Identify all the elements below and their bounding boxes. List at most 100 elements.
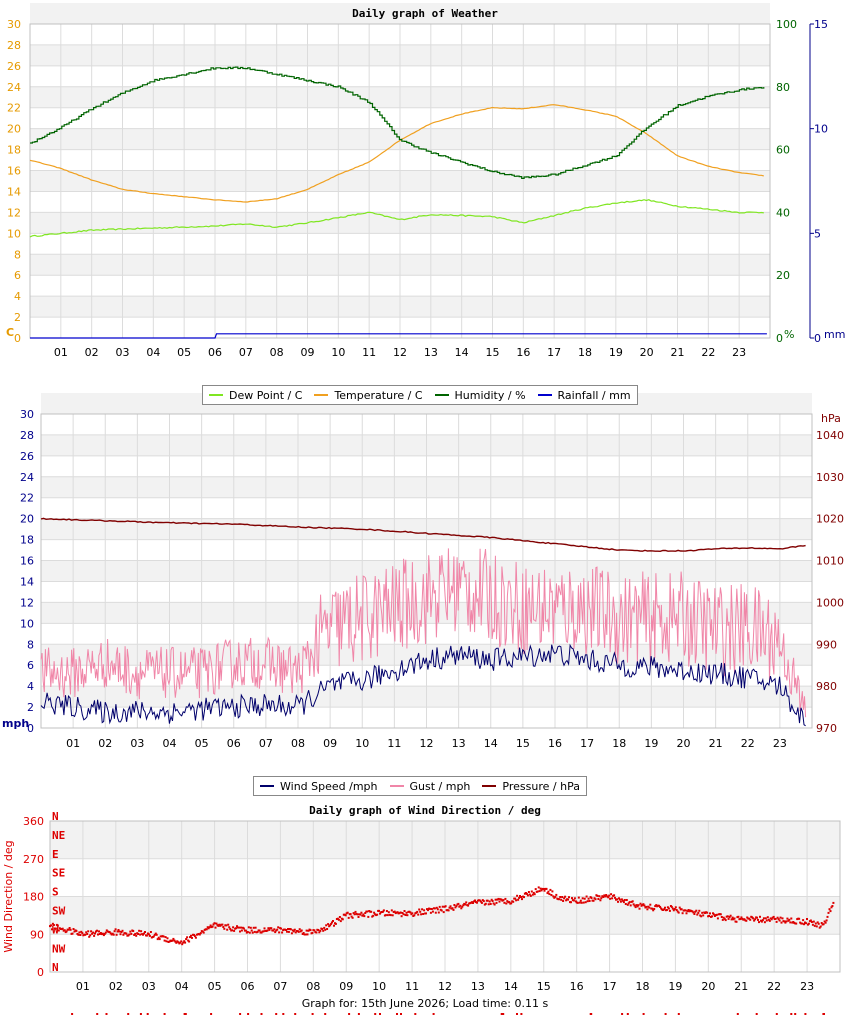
wind-direction-point [149,931,152,933]
wind-direction-point [144,931,146,933]
wind-direction-point [157,936,160,939]
legend-item: Wind Speed /mph [260,780,378,793]
wind-direction-point [436,908,439,911]
wind-direction-point [801,922,804,925]
x-tick-label: 20 [640,346,654,359]
wind-direction-point [790,917,793,920]
x-tick-label: 18 [612,737,626,750]
wind-direction-point [417,913,420,916]
wind-direction-point [359,913,362,916]
gust-marker [677,1013,680,1015]
wind-direction-point [274,931,277,934]
wind-direction-point [506,900,509,903]
x-tick-label: 12 [420,737,434,750]
wind-direction-point [552,895,555,898]
x-tick-label: 15 [537,980,551,993]
y2-tick-label: 60 [776,144,790,157]
y2-axis-unit: % [784,328,794,341]
wind-direction-point [832,901,835,904]
wind-direction-point [148,934,151,937]
wind-direction-point [225,924,228,927]
wind-direction-point [512,900,515,903]
wind-direction-point [467,904,470,907]
wind-direction-point [191,936,193,939]
legend-swatch [537,394,552,396]
y2-tick-label: 40 [776,206,790,219]
x-tick-label: 17 [580,737,594,750]
wind-direction-point [594,898,597,901]
wind-direction-point [527,891,530,893]
gust-marker [755,1013,758,1015]
wind-direction-point [202,931,205,934]
wind-direction-point [532,891,535,894]
wind-direction-point [723,917,726,920]
wind-direction-point [745,919,748,922]
y-tick-label: 360 [23,815,44,828]
gust-marker [239,1013,242,1015]
wind-direction-point [490,898,493,901]
wind-direction-point [99,932,102,934]
footer-load-info: Graph for: 15th June 2026; Load time: 0.… [301,997,549,1010]
wind-direction-point [344,914,347,917]
y2-tick-label: 20 [776,269,790,282]
wind-direction-point [363,915,366,918]
wind-direction-point [754,918,757,921]
gust-marker [589,1013,592,1015]
wind-direction-point [441,905,444,908]
wind-direction-point [330,922,333,925]
wind-direction-point [267,927,270,930]
wind-direction-point [579,899,582,902]
wind-direction-point [240,926,242,929]
wind-direction-point [675,909,678,911]
wind-direction-point [305,929,308,932]
wind-direction-point [62,929,65,932]
x-tick-label: 09 [339,980,353,993]
wind-direction-point [652,909,655,912]
wind-direction-point [400,915,403,918]
wind-direction-point [455,905,458,908]
wind-direction-point [429,911,432,914]
wind-direction-point [701,911,704,914]
wind-direction-point [413,914,416,917]
wind-direction-point [152,935,155,938]
compass-label: SW [52,905,66,918]
wind-direction-point [113,930,116,933]
wind-direction-point [730,918,733,921]
wind-direction-point [278,931,281,934]
wind-direction-point [759,915,761,918]
wind-direction-point [626,903,629,906]
wind-direction-point [442,911,445,914]
series-gust-line [40,548,807,718]
x-tick-label: 10 [355,737,369,750]
wind-direction-point [599,899,602,902]
wind-direction-point [430,908,433,910]
series-wind-speed-line [40,643,806,727]
wind-direction-point [135,934,138,937]
wind-direction-point [184,941,187,944]
y-tick-label: 24 [20,471,34,484]
wind-direction-point [421,908,424,911]
gust-marker [247,1013,250,1015]
wind-direction-point [492,902,495,905]
x-tick-label: 07 [273,980,287,993]
wind-direction-point [323,926,326,929]
wind-direction-point [563,897,566,900]
weather-legend: Dew Point / C Temperature / C Humidity / %… [202,385,638,405]
x-tick-label: 05 [177,346,191,359]
wind-direction-point [57,929,60,932]
y3-axis-unit: mm [824,328,845,341]
wind-direction-point [564,895,567,898]
gust-marker [105,1013,108,1015]
gust-marker [823,1013,825,1015]
wind-direction-point [307,929,310,932]
gust-marker [790,1013,793,1015]
wind-direction-point [789,921,792,924]
wind-direction-point [802,919,805,922]
y-tick-label: 0 [14,332,21,345]
wind-direction-point [474,899,476,902]
wind-direction-point [560,898,563,901]
wind-direction-point [497,897,500,900]
wind-direction-point [68,927,71,929]
legend-swatch [389,785,404,787]
y3-tick-label: 10 [814,123,828,136]
